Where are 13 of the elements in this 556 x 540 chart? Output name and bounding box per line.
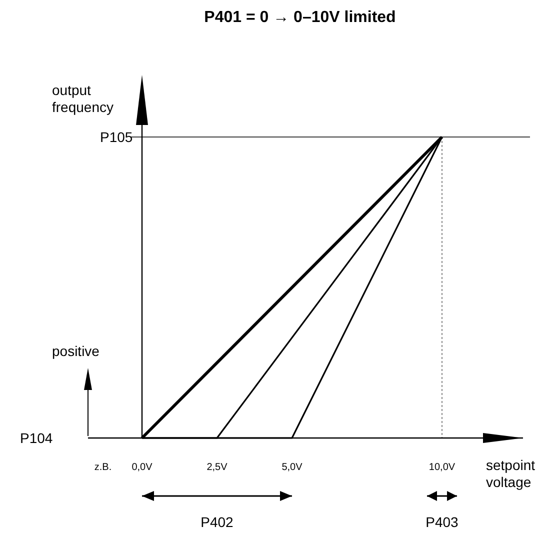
text: P403 xyxy=(426,514,459,530)
x-tick-label: 10,0V xyxy=(428,462,456,473)
x-tick-label: 5,0V xyxy=(282,462,303,473)
x-tick-label: 0,0V xyxy=(132,462,153,473)
text: P104 xyxy=(20,430,53,446)
text: P402 xyxy=(200,514,234,530)
annotation: positive xyxy=(52,343,100,359)
x-axis-title: setpoint voltage xyxy=(486,457,536,490)
y-axis-title: output frequency xyxy=(52,82,114,115)
ref-line-label: P105 xyxy=(100,129,133,145)
x-tick-label: 2,5V xyxy=(206,462,228,473)
chart-title: P401 = 0 → 0–10V limited xyxy=(204,9,396,26)
text: z.B. xyxy=(94,462,112,473)
